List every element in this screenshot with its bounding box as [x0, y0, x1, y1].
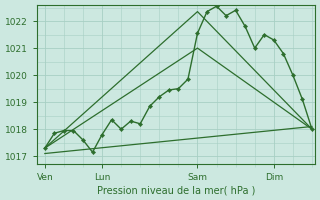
X-axis label: Pression niveau de la mer( hPa ): Pression niveau de la mer( hPa ) [97, 185, 255, 195]
